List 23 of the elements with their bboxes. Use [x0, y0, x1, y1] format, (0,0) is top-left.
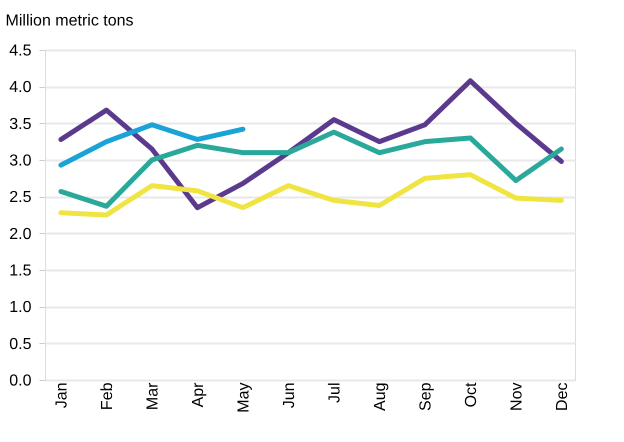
- x-tick-label: Apr: [190, 382, 207, 408]
- x-tick-label: Oct: [462, 382, 480, 408]
- y-tick-label: 4.0: [9, 79, 32, 96]
- x-tick-label: May: [235, 382, 252, 413]
- x-tick-label: Dec: [554, 382, 571, 411]
- x-tick-label: Nov: [508, 382, 526, 411]
- x-tick-label: Feb: [98, 382, 116, 410]
- x-tick-label: Jan: [53, 382, 70, 408]
- y-tick-label: 3.5: [9, 116, 32, 133]
- y-tick-label: 0.5: [9, 336, 32, 353]
- x-tick-label: Jul: [326, 382, 344, 403]
- x-tick-label: Aug: [372, 382, 389, 411]
- x-tick-label: Mar: [144, 382, 162, 410]
- y-tick-label: 3.0: [9, 152, 32, 170]
- y-tick-label: 0.0: [9, 372, 32, 390]
- y-tick-label: 1.0: [9, 299, 32, 316]
- y-tick-label: 1.5: [9, 262, 32, 280]
- x-tick-label: Jun: [280, 382, 298, 408]
- y-tick-label: 2.5: [9, 189, 32, 206]
- y-tick-label: 2.0: [9, 226, 32, 243]
- y-tick-label: 4.5: [9, 42, 32, 60]
- x-tick-label: Sep: [417, 382, 434, 411]
- y-axis-title: Million metric tons: [6, 12, 134, 30]
